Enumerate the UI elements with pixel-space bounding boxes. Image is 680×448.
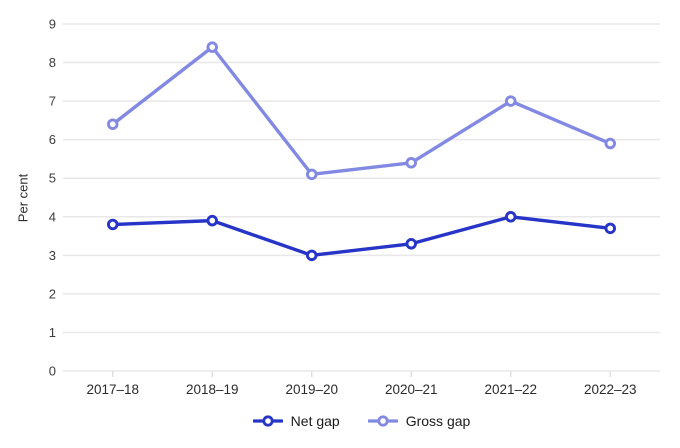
series-line-gross-gap	[111, 45, 612, 177]
x-tick-label-1: 2018–19	[186, 382, 239, 397]
y-tick-label-0: 0	[49, 364, 56, 379]
legend-item-net-gap: Net gap	[252, 413, 340, 429]
x-tick-label-2: 2019–20	[285, 382, 338, 397]
y-tick-label-2: 2	[49, 286, 56, 301]
data-point-gross-gap-2020–21	[405, 157, 418, 169]
data-point-gross-gap-2021–22	[505, 95, 517, 107]
x-tick-label-3: 2020–21	[385, 382, 438, 397]
y-tick-label-8: 8	[49, 55, 56, 70]
legend: Net gap Gross gap	[63, 410, 660, 432]
y-axis-title: Per cent	[15, 173, 31, 223]
data-point-gross-gap-2017–18	[106, 118, 119, 130]
data-point-net-gap-2022–23	[604, 222, 617, 235]
x-tick-label-0: 2017–18	[86, 382, 139, 397]
y-tick-label-1: 1	[49, 325, 56, 340]
net-gap-legend-marker-icon	[252, 415, 283, 427]
data-point-net-gap-2021–22	[505, 211, 517, 223]
y-tick-label-9: 9	[49, 17, 56, 32]
data-point-net-gap-2018–19	[206, 214, 218, 227]
y-tick-label-5: 5	[49, 171, 56, 186]
data-point-gross-gap-2019–20	[306, 168, 318, 181]
x-tick-label-4: 2021–22	[484, 382, 537, 397]
legend-label-net-gap: Net gap	[290, 413, 340, 429]
y-tick-label-3: 3	[49, 248, 56, 263]
legend-label-gross-gap: Gross gap	[405, 413, 471, 429]
data-point-gross-gap-2022–23	[604, 137, 617, 150]
x-tick-label-5: 2022–23	[584, 382, 637, 397]
gross-gap-legend-marker-icon	[367, 415, 398, 427]
legend-item-gross-gap: Gross gap	[367, 413, 471, 429]
data-point-gross-gap-2018–19	[206, 41, 218, 53]
series-line-net-gap	[111, 215, 612, 258]
data-point-net-gap-2020–21	[405, 238, 418, 250]
y-tick-label-6: 6	[49, 132, 56, 147]
data-point-net-gap-2019–20	[306, 249, 318, 262]
data-point-net-gap-2017–18	[106, 218, 119, 231]
y-tick-label-4: 4	[49, 209, 56, 224]
y-tick-label-7: 7	[49, 94, 56, 109]
